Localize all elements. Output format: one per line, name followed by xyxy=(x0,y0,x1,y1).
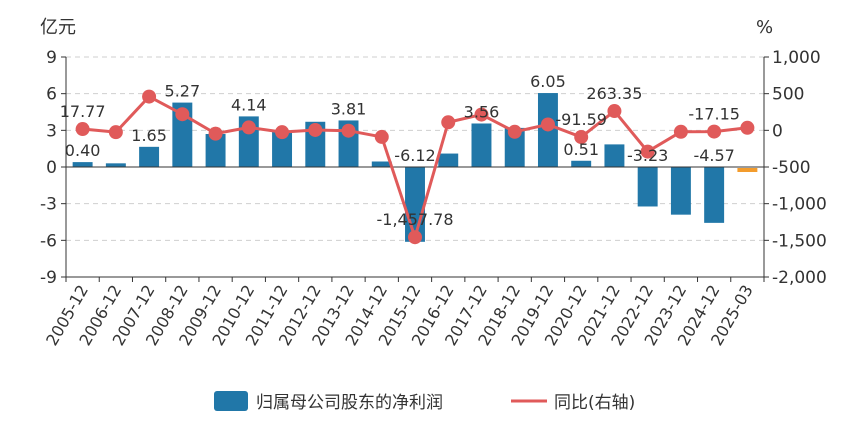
legend-bar-swatch xyxy=(214,391,248,411)
yoy-point xyxy=(507,124,522,139)
yoy-point xyxy=(108,125,123,140)
bar xyxy=(471,123,492,167)
yoy-value-label: 17.77 xyxy=(60,102,106,121)
yoy-value-label: 263.35 xyxy=(586,84,642,103)
left-tick-label: 0 xyxy=(46,158,57,178)
bar xyxy=(139,146,160,167)
yoy-point xyxy=(408,230,422,245)
bar-value-label: 0.51 xyxy=(563,140,599,159)
yoy-point xyxy=(275,125,290,140)
right-tick-label: -1,500 xyxy=(772,231,827,251)
bar xyxy=(371,161,392,167)
yoy-point xyxy=(640,144,655,159)
bar xyxy=(637,167,658,207)
legend: 归属母公司股东的净利润 同比(右轴) xyxy=(214,391,635,413)
bar xyxy=(105,163,126,167)
bar-value-label: -6.12 xyxy=(394,146,435,165)
bar xyxy=(72,162,93,167)
right-axis: 1,000 500 0 -500 -1,000 -1,500 -2,000% xyxy=(756,17,827,288)
bar-value-label: 3.81 xyxy=(331,99,367,118)
bar-value-label: 3.56 xyxy=(464,102,500,121)
yoy-point xyxy=(308,122,323,137)
yoy-point xyxy=(142,89,157,104)
yoy-point xyxy=(374,129,389,144)
right-tick-label: 0 xyxy=(772,121,783,141)
legend-line-label: 同比(右轴) xyxy=(554,393,635,413)
yoy-point xyxy=(75,122,90,137)
left-tick-label: 6 xyxy=(46,85,57,105)
left-tick-label: 3 xyxy=(46,121,57,141)
bar xyxy=(737,168,758,172)
yoy-point xyxy=(673,124,688,139)
left-unit-label: 亿元 xyxy=(40,17,76,38)
yoy-point xyxy=(241,120,256,135)
right-tick-label: -2,000 xyxy=(772,268,827,288)
bar xyxy=(704,167,725,223)
bar xyxy=(205,134,226,167)
bar xyxy=(438,153,459,167)
yoy-value-label: -17.15 xyxy=(688,105,740,124)
bar-value-label: -3.23 xyxy=(627,146,668,165)
right-unit-label: % xyxy=(756,17,773,38)
bar-value-label: 0.40 xyxy=(65,141,101,160)
right-tick-label: 1,000 xyxy=(772,48,821,68)
yoy-point xyxy=(208,126,223,141)
yoy-point xyxy=(740,120,755,135)
data-labels: 0.40 1.65 5.27 4.14 3.81 -6.12 3.56 6.05 0.51 -3.… xyxy=(60,72,740,229)
yoy-point xyxy=(707,124,722,139)
right-tick-label: -1,000 xyxy=(772,195,827,215)
bar xyxy=(604,144,625,167)
bar xyxy=(670,167,691,215)
left-tick-label: -3 xyxy=(40,195,57,215)
left-tick-label: -9 xyxy=(40,268,57,288)
left-tick-label: -6 xyxy=(40,231,57,251)
yoy-point xyxy=(341,123,356,138)
legend-bar-label: 归属母公司股东的净利润 xyxy=(256,393,443,413)
yoy-point xyxy=(607,104,622,119)
yoy-value-label: -1,457.78 xyxy=(376,210,453,229)
bar xyxy=(272,130,293,167)
left-tick-label: 9 xyxy=(46,48,57,68)
bar xyxy=(504,127,525,167)
line-series xyxy=(75,89,755,245)
bar-value-label: -4.57 xyxy=(693,146,734,165)
bar-value-label: 6.05 xyxy=(530,72,566,91)
right-tick-label: -500 xyxy=(772,158,811,178)
right-tick-label: 500 xyxy=(772,85,804,105)
yoy-value-label: -91.59 xyxy=(555,110,607,129)
yoy-point xyxy=(574,130,589,145)
bar xyxy=(571,160,592,167)
yoy-point xyxy=(540,117,555,132)
bar-value-label: 4.14 xyxy=(231,95,267,114)
bar-value-label: 1.65 xyxy=(131,126,167,145)
yoy-point xyxy=(474,107,489,122)
yoy-point xyxy=(175,107,190,122)
bar-value-label: 5.27 xyxy=(165,82,201,101)
yoy-point xyxy=(441,115,456,130)
